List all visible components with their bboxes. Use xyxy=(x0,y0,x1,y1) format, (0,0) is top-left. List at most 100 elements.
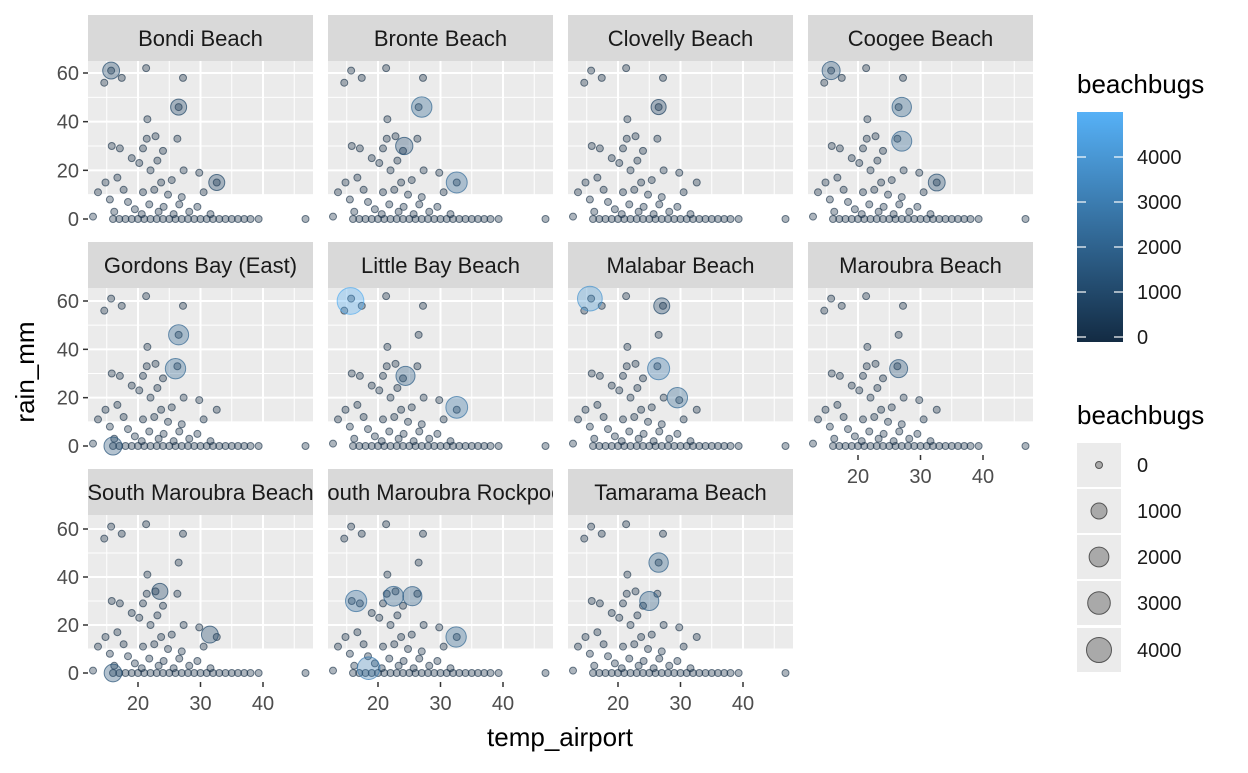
y-tick-label: 60 xyxy=(57,519,79,541)
facet-panel: Malabar Beach xyxy=(568,242,793,450)
facet-panel: South Maroubra Beach 0 20 40 60 20 30 40 xyxy=(57,469,313,715)
data-point xyxy=(419,301,427,310)
data-point xyxy=(145,427,154,436)
data-point xyxy=(884,417,892,426)
data-point xyxy=(386,166,395,175)
data-point xyxy=(341,178,350,187)
data-point xyxy=(587,522,596,531)
data-point xyxy=(135,386,144,395)
data-point xyxy=(334,415,342,424)
x-tick-label: 40 xyxy=(492,693,514,715)
data-point xyxy=(974,215,983,223)
data-point xyxy=(347,522,356,531)
data-point xyxy=(590,661,599,670)
y-tick-label: 60 xyxy=(57,63,79,85)
data-point xyxy=(692,633,701,641)
data-point xyxy=(871,359,880,368)
data-point xyxy=(854,442,862,450)
data-point xyxy=(380,669,389,677)
data-point xyxy=(357,529,366,538)
data-point xyxy=(862,362,871,371)
data-point xyxy=(622,362,631,371)
data-point xyxy=(821,405,830,414)
data-point xyxy=(139,371,147,380)
facet-panel: Tamarama Beach 20 30 40 xyxy=(568,469,793,715)
size-legend: beachbugs 0 1000 2000 3000 4000 xyxy=(1077,400,1204,672)
data-point xyxy=(103,663,123,683)
data-point xyxy=(334,642,342,651)
data-point xyxy=(632,669,641,677)
data-point xyxy=(139,599,147,608)
data-point xyxy=(619,415,627,424)
data-point xyxy=(424,669,432,677)
data-point xyxy=(127,669,136,677)
data-point xyxy=(589,215,597,223)
data-point xyxy=(854,215,862,223)
x-tick-label: 20 xyxy=(127,693,149,715)
data-point xyxy=(701,669,710,677)
data-point xyxy=(445,626,467,648)
data-point xyxy=(651,215,660,223)
data-point xyxy=(889,359,909,379)
data-point xyxy=(399,374,407,383)
data-point xyxy=(394,434,403,443)
data-point xyxy=(227,215,236,223)
data-point xyxy=(452,633,461,641)
data-point xyxy=(199,415,208,424)
data-point xyxy=(399,215,407,223)
data-point xyxy=(626,621,635,629)
data-point xyxy=(399,442,407,450)
data-point xyxy=(860,442,869,450)
color-legend-label: 0 xyxy=(1137,327,1148,349)
data-point xyxy=(966,215,975,223)
data-point xyxy=(734,442,743,450)
data-point xyxy=(714,215,722,223)
data-point xyxy=(905,207,914,216)
data-point xyxy=(865,427,874,436)
data-point xyxy=(399,669,407,677)
data-point xyxy=(639,374,647,383)
data-point xyxy=(391,359,400,368)
data-point xyxy=(653,589,662,598)
data-point xyxy=(872,442,881,450)
data-point xyxy=(146,166,155,175)
y-tick-label: 20 xyxy=(57,160,79,182)
data-point xyxy=(474,215,482,223)
data-point xyxy=(167,176,176,185)
data-point xyxy=(151,132,160,141)
y-tick-label: 40 xyxy=(57,567,79,589)
color-legend-title: beachbugs xyxy=(1077,69,1204,99)
data-point xyxy=(634,434,643,443)
data-point xyxy=(107,66,116,75)
data-point xyxy=(374,442,382,450)
data-point xyxy=(630,413,639,421)
data-point xyxy=(350,434,359,443)
size-legend-symbol xyxy=(1088,546,1110,568)
data-point xyxy=(474,669,482,677)
data-point xyxy=(177,647,186,656)
data-point xyxy=(480,669,489,677)
data-point xyxy=(1021,442,1030,450)
y-tick-label: 60 xyxy=(57,291,79,313)
data-point xyxy=(425,207,434,216)
data-point xyxy=(720,442,729,450)
data-point xyxy=(146,621,155,629)
data-point xyxy=(436,442,445,450)
data-point xyxy=(179,529,187,538)
data-point xyxy=(415,200,424,209)
data-point xyxy=(726,215,735,223)
data-point xyxy=(587,597,596,605)
facet-strip-label: Coogee Beach xyxy=(848,26,994,51)
data-point xyxy=(359,640,368,649)
data-point xyxy=(659,301,667,310)
data-point xyxy=(179,166,188,175)
data-point xyxy=(837,301,846,310)
data-point xyxy=(119,413,128,421)
data-point xyxy=(184,442,192,450)
data-point xyxy=(835,442,844,450)
data-point xyxy=(653,297,671,315)
data-point xyxy=(885,215,894,223)
data-point xyxy=(134,669,142,677)
data-point xyxy=(585,195,594,204)
data-point xyxy=(94,642,102,651)
